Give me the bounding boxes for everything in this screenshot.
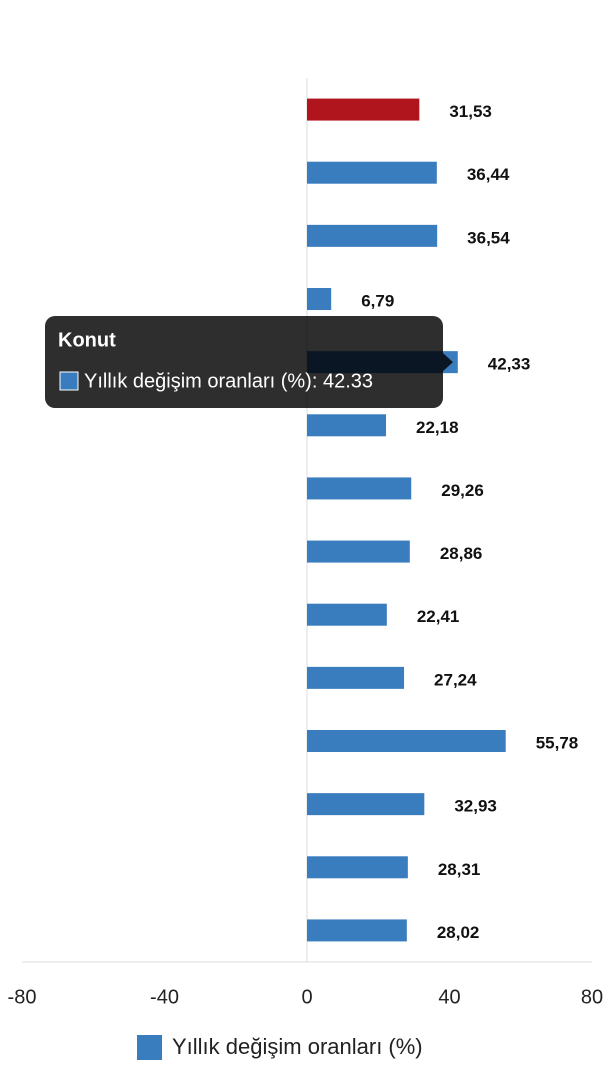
value-label: 6,79 — [361, 291, 394, 310]
tooltip: Konut Yıllık değişim oranları (%): 42.33 — [45, 316, 453, 408]
bar — [307, 288, 332, 310]
bar — [307, 161, 437, 184]
bar — [307, 730, 506, 752]
value-label: 42,33 — [488, 355, 531, 374]
x-tick-label: 0 — [301, 986, 312, 1008]
value-label: 29,26 — [441, 481, 484, 500]
tooltip-swatch — [59, 371, 79, 391]
tooltip-title: Konut — [58, 329, 116, 351]
x-tick-label: 80 — [581, 986, 603, 1008]
bar — [307, 224, 438, 247]
value-label: 28,31 — [438, 860, 481, 879]
value-label: 55,78 — [536, 733, 579, 752]
bar — [307, 919, 407, 942]
tooltip-text: Yıllık değişim oranları (%): 42.33 — [84, 370, 373, 392]
tooltip-arrow — [443, 353, 453, 372]
bar — [307, 477, 412, 500]
bar — [307, 793, 425, 816]
bar — [307, 666, 405, 689]
value-label: 22,41 — [417, 607, 460, 626]
value-label: 36,54 — [467, 228, 510, 247]
x-tick-label: -40 — [150, 986, 179, 1008]
bar — [307, 856, 408, 879]
value-label: 32,93 — [454, 797, 497, 816]
tooltip-box — [45, 316, 443, 408]
legend-swatch — [137, 1035, 162, 1060]
x-tick-label: -80 — [8, 986, 37, 1008]
bar — [307, 414, 387, 437]
bar — [307, 540, 410, 563]
bar — [307, 603, 387, 626]
value-label: 22,18 — [416, 418, 459, 437]
value-label: 36,44 — [467, 165, 510, 184]
value-label: 27,24 — [434, 670, 477, 689]
value-label: 31,53 — [449, 102, 492, 121]
legend-label: Yıllık değişim oranları (%) — [172, 1034, 423, 1059]
bar — [307, 98, 420, 121]
x-tick-label: 40 — [438, 986, 460, 1008]
value-label: 28,02 — [437, 923, 480, 942]
value-label: 28,86 — [440, 544, 483, 563]
